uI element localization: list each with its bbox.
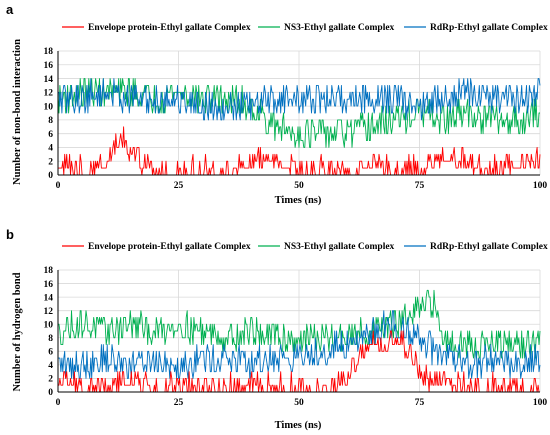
panel-b-y-axis-title: Number of hydrogen bond [12, 272, 23, 391]
y-tick-label: 16 [44, 61, 54, 71]
panel-a-letter: a [6, 2, 14, 17]
x-tick-label: 0 [56, 398, 61, 408]
panel-b-letter: b [6, 227, 14, 242]
x-tick-label: 75 [415, 398, 425, 408]
panel-a-legend: Envelope protein-Ethyl gallate Complex N… [62, 23, 548, 33]
y-tick-label: 10 [44, 320, 54, 330]
legend-b-envelope-label: Envelope protein-Ethyl gallate Complex [88, 242, 251, 252]
legend-b-rdrp-label: RdRp-Ethyl gallate Complex [430, 242, 548, 252]
legend-b-ns3-label: NS3-Ethyl gallate Complex [284, 242, 395, 252]
y-tick-label: 4 [48, 144, 53, 154]
panel-a-x-axis-title: Times (ns) [275, 195, 322, 206]
panel-a-x-tick-labels: 0 25 50 75 100 [56, 181, 548, 191]
series-line-ns3 [58, 289, 541, 359]
series-line-rdrp [58, 310, 541, 379]
series-line-rdrp [58, 78, 541, 121]
panel-b-series [58, 289, 541, 393]
panel-a: a Envelope protein-Ethyl gallate Complex… [6, 2, 548, 206]
y-tick-label: 0 [48, 388, 53, 398]
x-tick-label: 100 [533, 181, 548, 191]
y-tick-label: 2 [48, 157, 53, 167]
y-tick-label: 10 [44, 102, 54, 112]
y-tick-label: 12 [44, 307, 54, 317]
y-tick-label: 6 [48, 130, 53, 140]
x-tick-label: 50 [294, 398, 304, 408]
x-tick-label: 25 [174, 181, 184, 191]
panel-a-y-tick-labels: 0 2 4 6 8 10 12 14 16 18 [44, 47, 54, 181]
x-tick-label: 0 [56, 181, 61, 191]
y-tick-label: 2 [48, 375, 53, 385]
x-tick-label: 75 [415, 181, 425, 191]
panel-b: b Envelope protein-Ethyl gallate Complex… [6, 227, 548, 431]
panel-a-y-axis-title: Number of non-bond interaction [12, 39, 23, 185]
series-line-envelope [58, 330, 540, 393]
panel-b-x-axis-title: Times (ns) [275, 420, 322, 431]
panel-b-y-tick-labels: 0 2 4 6 8 10 12 14 16 18 [44, 266, 54, 398]
y-tick-label: 18 [44, 47, 54, 57]
x-tick-label: 25 [174, 398, 184, 408]
y-tick-label: 0 [48, 171, 53, 181]
y-tick-label: 14 [44, 293, 54, 303]
y-tick-label: 8 [48, 116, 53, 126]
panel-b-legend: Envelope protein-Ethyl gallate Complex N… [62, 242, 548, 252]
legend-a-envelope-label: Envelope protein-Ethyl gallate Complex [88, 23, 251, 33]
y-tick-label: 4 [48, 361, 53, 371]
y-tick-label: 18 [44, 266, 54, 276]
panel-b-x-tick-labels: 0 25 50 75 100 [56, 398, 548, 408]
x-tick-label: 100 [533, 398, 548, 408]
panel-a-axes [57, 51, 540, 176]
legend-a-ns3-label: NS3-Ethyl gallate Complex [284, 23, 395, 33]
y-tick-label: 14 [44, 75, 54, 85]
y-tick-label: 6 [48, 348, 53, 358]
y-tick-label: 12 [44, 89, 54, 99]
y-tick-label: 8 [48, 334, 53, 344]
y-tick-label: 16 [44, 280, 54, 290]
x-tick-label: 50 [294, 181, 304, 191]
legend-a-rdrp-label: RdRp-Ethyl gallate Complex [430, 23, 548, 33]
series-line-ns3 [57, 78, 540, 148]
panel-b-axes [57, 270, 540, 393]
